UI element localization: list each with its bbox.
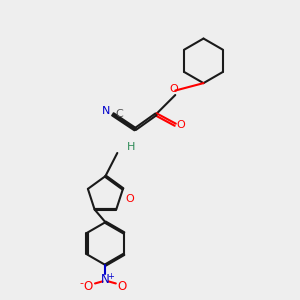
Text: O: O <box>169 84 178 94</box>
Text: O: O <box>84 280 93 293</box>
Text: O: O <box>177 120 186 130</box>
Text: N: N <box>101 273 110 286</box>
Text: -: - <box>80 278 84 289</box>
Text: O: O <box>125 194 134 204</box>
Text: +: + <box>107 272 114 281</box>
Text: O: O <box>118 280 127 293</box>
Text: C: C <box>115 109 123 119</box>
Text: N: N <box>101 106 110 116</box>
Text: H: H <box>127 142 135 152</box>
